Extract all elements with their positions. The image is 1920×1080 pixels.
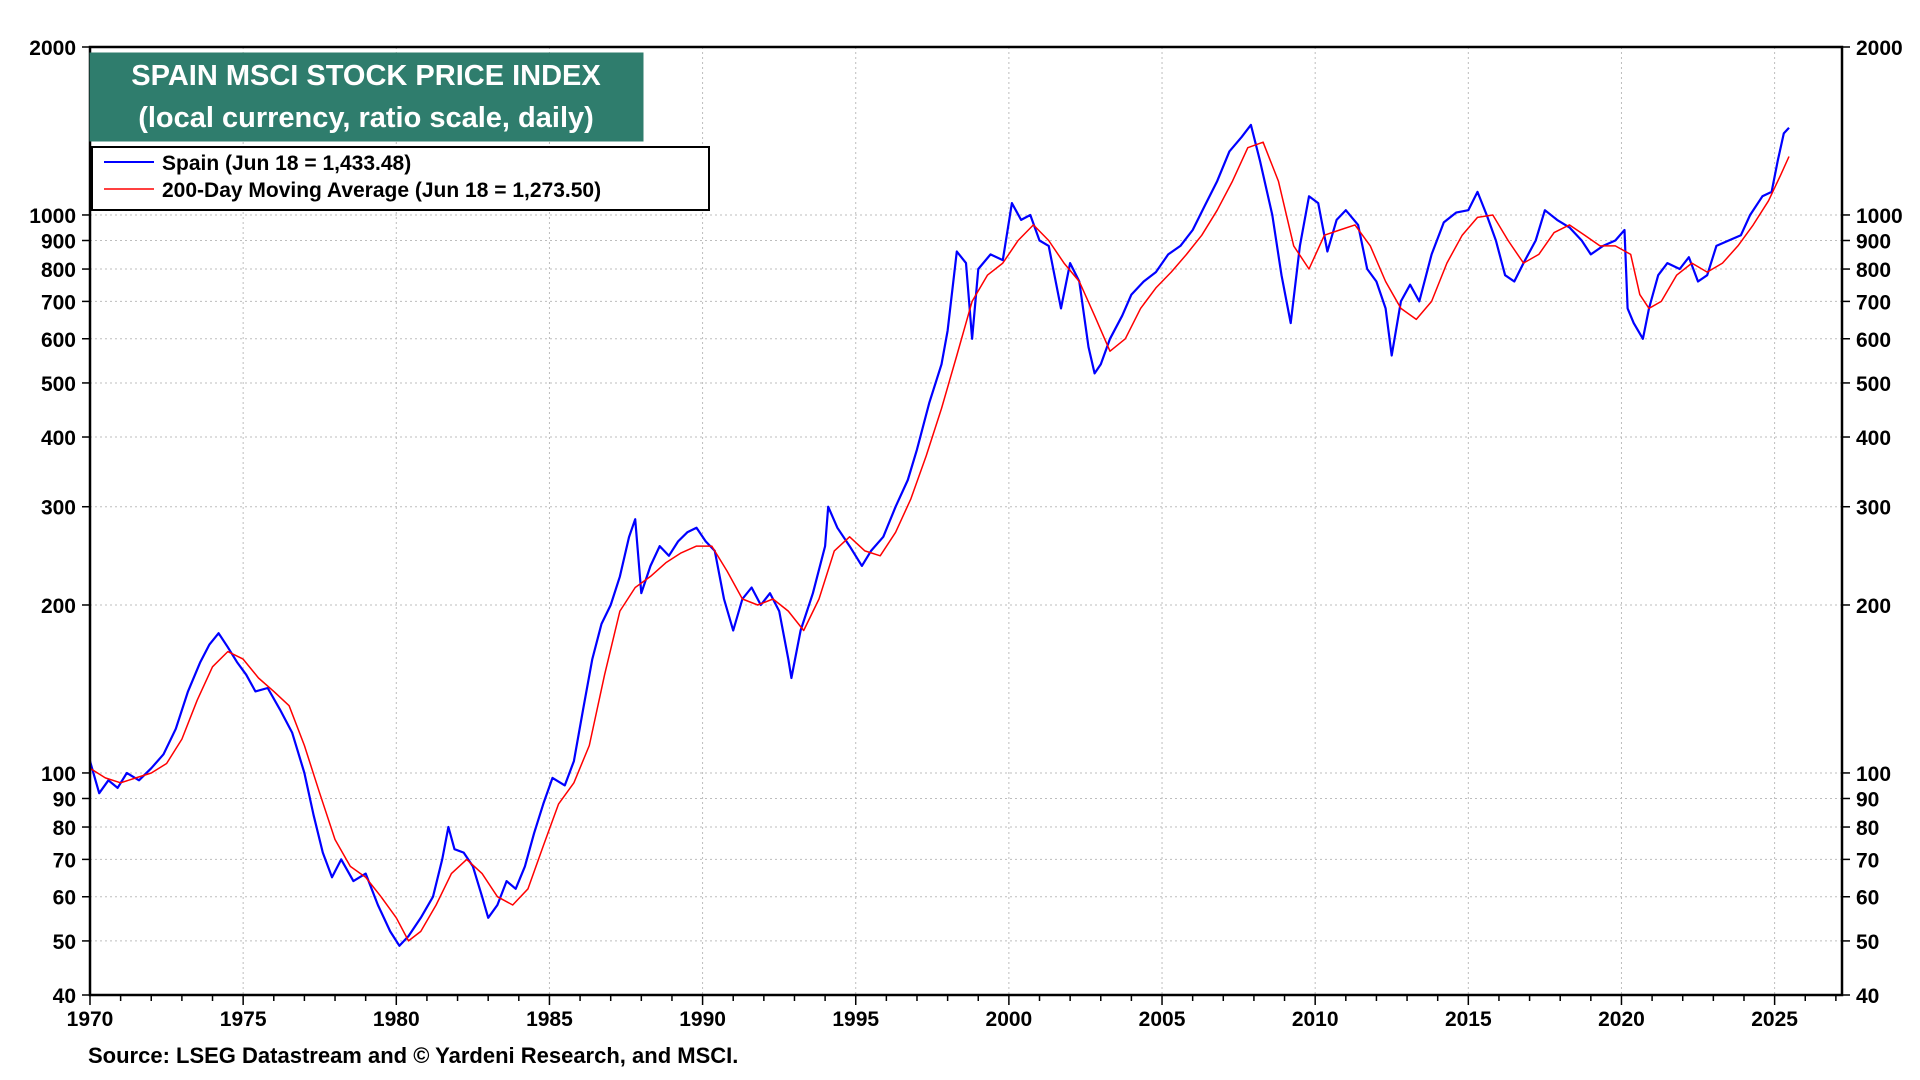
x-tick-label-3: 1985: [526, 1008, 573, 1031]
source-note: Source: LSEG Datastream and © Yardeni Re…: [88, 1043, 738, 1068]
chart-subtitle: (local currency, ratio scale, daily): [138, 102, 594, 134]
y-tick-label-right-5: 90: [1856, 788, 1879, 811]
x-tick-label-1: 1975: [220, 1008, 267, 1031]
y-tick-label-right-12: 700: [1856, 291, 1891, 314]
y-tick-label-right-15: 1000: [1856, 205, 1903, 228]
x-tick-label-6: 2000: [986, 1008, 1033, 1031]
y-tick-label-left-1: 50: [53, 931, 76, 954]
plot-frame: [88, 45, 1844, 997]
x-tick-label-0: 1970: [67, 1008, 114, 1031]
y-tick-label-right-0: 40: [1856, 985, 1879, 1008]
series-line-moving-average: [89, 141, 1790, 942]
y-tick-label-left-8: 300: [41, 497, 76, 520]
x-tick-label-5: 1995: [832, 1008, 879, 1031]
y-tick-label-left-13: 800: [41, 259, 76, 282]
legend: Spain (Jun 18 = 1,433.48) 200-Day Moving…: [91, 146, 710, 211]
y-tick-label-right-8: 300: [1856, 497, 1891, 520]
y-tick-label-left-11: 600: [41, 329, 76, 352]
y-tick-label-right-11: 600: [1856, 329, 1891, 352]
y-tick-label-left-5: 90: [53, 788, 76, 811]
x-tick-label-2: 1980: [373, 1008, 420, 1031]
y-tick-label-right-10: 500: [1856, 373, 1891, 396]
y-tick-label-left-15: 1000: [29, 205, 76, 228]
y-tick-label-right-4: 80: [1856, 817, 1879, 840]
y-tick-label-right-3: 70: [1856, 849, 1879, 872]
y-tick-label-left-6: 100: [41, 763, 76, 786]
y-tick-label-left-7: 200: [41, 595, 76, 618]
x-tick-label-10: 2020: [1598, 1008, 1645, 1031]
title-box: SPAIN MSCI STOCK PRICE INDEX (local curr…: [89, 52, 644, 142]
y-tick-label-left-3: 70: [53, 849, 76, 872]
x-tick-label-9: 2015: [1445, 1008, 1492, 1031]
y-tick-label-right-14: 900: [1856, 231, 1891, 254]
y-tick-label-left-14: 900: [41, 231, 76, 254]
y-tick-label-right-2: 60: [1856, 887, 1879, 910]
y-tick-label-right-9: 400: [1856, 427, 1891, 450]
series-layer: [88, 123, 1790, 947]
y-tick-label-right-7: 200: [1856, 595, 1891, 618]
x-tick-label-8: 2010: [1292, 1008, 1339, 1031]
x-axis-labels: 1970 1975 1980 1985 1990 1995 2000 2005 2010 2015…: [67, 1008, 1799, 1031]
y-tick-label-right-6: 100: [1856, 763, 1891, 786]
y-tick-label-left-16: 2000: [29, 37, 76, 60]
y-tick-label-left-4: 80: [53, 817, 76, 840]
x-tick-label-7: 2005: [1139, 1008, 1186, 1031]
legend-label-ma: 200-Day Moving Average (Jun 18 = 1,273.5…: [162, 179, 601, 202]
y-tick-label-left-9: 400: [41, 427, 76, 450]
x-tick-label-4: 1990: [679, 1008, 726, 1031]
axis-ticks: [82, 46, 1850, 1005]
series-line-spain: [88, 123, 1790, 947]
y-tick-label-left-10: 500: [41, 373, 76, 396]
y-tick-label-right-16: 2000: [1856, 37, 1903, 60]
legend-label-spain: Spain (Jun 18 = 1,433.48): [162, 152, 411, 175]
y-tick-label-left-12: 700: [41, 291, 76, 314]
x-tick-label-11: 2025: [1751, 1008, 1798, 1031]
y-tick-label-right-13: 800: [1856, 259, 1891, 282]
y-tick-label-right-1: 50: [1856, 931, 1879, 954]
y-tick-label-left-2: 60: [53, 887, 76, 910]
y-tick-label-left-0: 40: [53, 985, 76, 1008]
chart-title: SPAIN MSCI STOCK PRICE INDEX: [131, 60, 601, 92]
